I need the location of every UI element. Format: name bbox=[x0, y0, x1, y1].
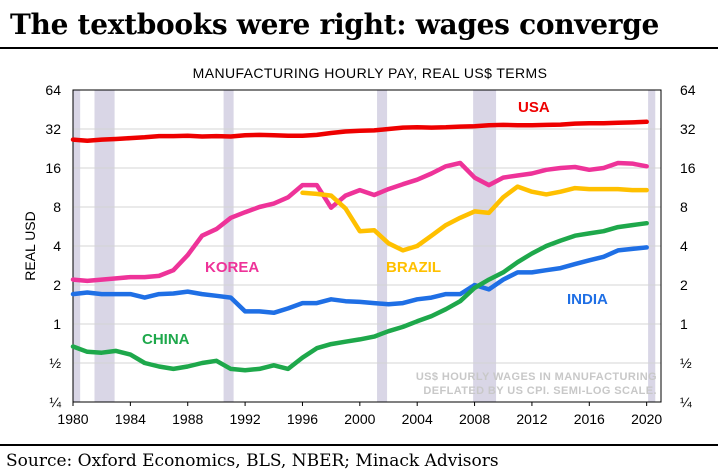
gridlines bbox=[73, 128, 661, 364]
y-tick-label-right: 16 bbox=[680, 160, 696, 176]
x-tick-label: 2012 bbox=[516, 411, 547, 427]
x-tick-labels: 1980 1984 1988 1992 1996 2000 2004 2008 2012 2016… bbox=[57, 402, 662, 427]
y-tick-labels: ¼ ¼ ½ ½ 1 1 2 2 4 4 8 8 16 16 32 32 64 64 bbox=[45, 82, 695, 410]
series-label-india: INDIA bbox=[567, 291, 608, 308]
series-label-usa: USA bbox=[518, 99, 550, 116]
y-tick-label-right: 8 bbox=[680, 199, 688, 215]
y-axis-label: REAL USD bbox=[22, 211, 38, 281]
x-tick-label: 1992 bbox=[230, 411, 261, 427]
x-tick-label: 1980 bbox=[57, 411, 88, 427]
chart-subtitle: MANUFACTURING HOURLY PAY, REAL US$ TERMS bbox=[193, 65, 548, 81]
series-label-korea: KOREA bbox=[205, 259, 259, 276]
x-tick-label: 1988 bbox=[172, 411, 203, 427]
y-tick-label-right: 1 bbox=[680, 316, 688, 332]
series-line-india bbox=[70, 245, 649, 316]
y-tick-label-left: 8 bbox=[53, 199, 61, 215]
note-line-2: DEFLATED BY US CPI. SEMI-LOG SCALE. bbox=[423, 385, 657, 397]
x-tick-label: 2020 bbox=[631, 411, 662, 427]
y-tick-label-left: ½ bbox=[49, 355, 61, 371]
page-title: The textbooks were right: wages converge bbox=[10, 8, 660, 41]
y-tick-label-left: 64 bbox=[45, 82, 61, 98]
x-tick-label: 2004 bbox=[402, 411, 433, 427]
y-tick-label-right: 64 bbox=[680, 82, 696, 98]
y-tick-label-right: ¼ bbox=[680, 394, 692, 410]
series-lines bbox=[70, 119, 649, 373]
y-tick-label-left: 4 bbox=[53, 238, 61, 254]
series-line-usa bbox=[70, 119, 649, 143]
note-line-1: US$ HOURLY WAGES IN MANUFACTURING bbox=[416, 371, 657, 383]
x-tick-label: 2000 bbox=[344, 411, 375, 427]
y-tick-label-left: 32 bbox=[45, 121, 61, 137]
wage-chart: MANUFACTURING HOURLY PAY, REAL US$ TERMS… bbox=[22, 65, 696, 427]
title-rule bbox=[0, 47, 718, 49]
y-tick-label-left: 2 bbox=[53, 277, 61, 293]
y-tick-label-left: 1 bbox=[53, 316, 61, 332]
source-note: Source: Oxford Economics, BLS, NBER; Min… bbox=[6, 451, 499, 471]
series-label-china: CHINA bbox=[142, 331, 190, 348]
series-line-china bbox=[70, 220, 649, 373]
x-tick-label: 2016 bbox=[574, 411, 605, 427]
series-line-brazil bbox=[300, 184, 649, 253]
x-tick-label: 1984 bbox=[115, 411, 146, 427]
x-tick-label: 1996 bbox=[287, 411, 318, 427]
series-labels: USA KOREA BRAZIL INDIA CHINA bbox=[142, 99, 608, 348]
y-tick-label-right: 32 bbox=[680, 121, 696, 137]
series-label-brazil: BRAZIL bbox=[386, 259, 441, 276]
y-tick-label-left: ¼ bbox=[49, 394, 61, 410]
y-tick-label-right: 4 bbox=[680, 238, 688, 254]
y-tick-label-left: 16 bbox=[45, 160, 61, 176]
series-line-korea bbox=[70, 160, 649, 284]
source-rule bbox=[0, 444, 718, 446]
y-tick-label-right: 2 bbox=[680, 277, 688, 293]
chart-note: US$ HOURLY WAGES IN MANUFACTURING DEFLAT… bbox=[416, 371, 657, 397]
y-tick-label-right: ½ bbox=[680, 355, 692, 371]
x-tick-label: 2008 bbox=[459, 411, 490, 427]
plot-frame bbox=[72, 89, 662, 403]
